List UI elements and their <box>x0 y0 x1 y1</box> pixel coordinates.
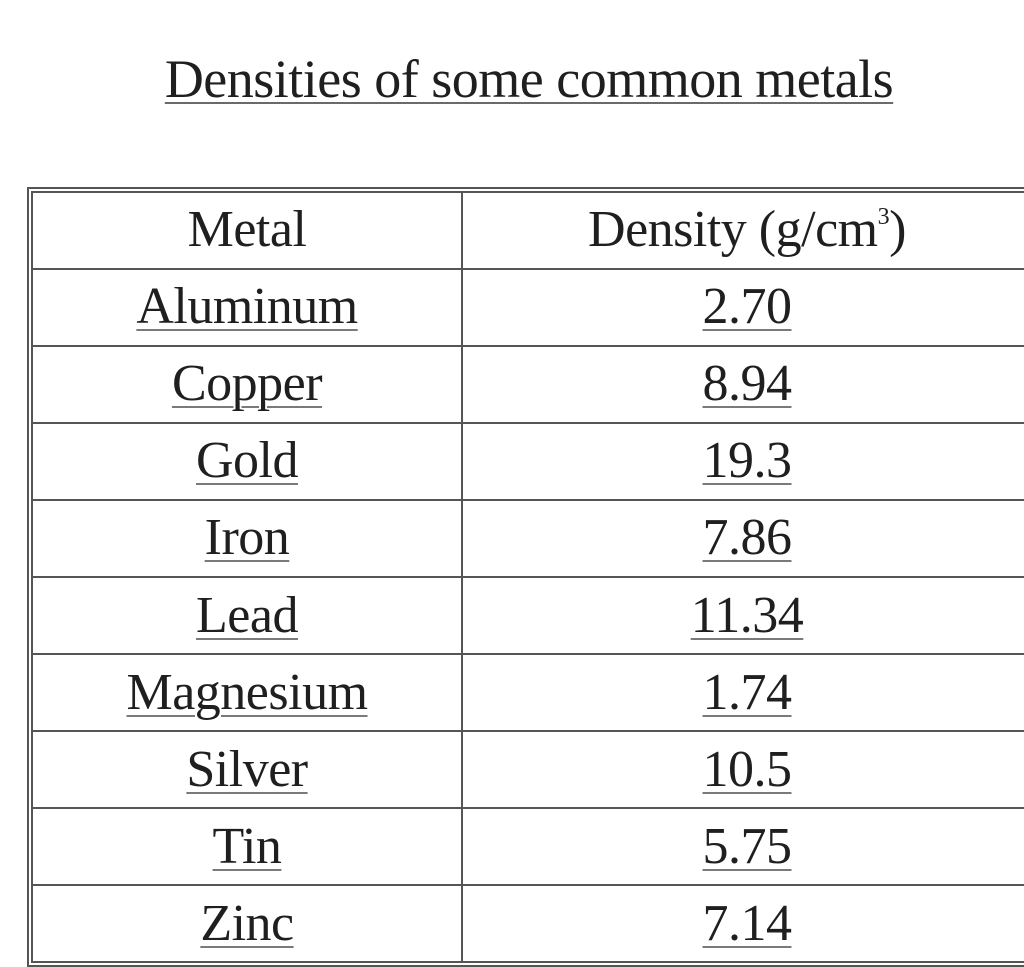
metal-cell: Lead <box>33 575 463 656</box>
metal-name: Aluminum <box>136 278 358 336</box>
table-header-row: Metal Density (g/cm3) <box>33 193 1024 270</box>
density-value: 7.86 <box>702 509 793 567</box>
metal-cell: Gold <box>33 421 463 501</box>
column-header-metal: Metal <box>33 193 463 270</box>
table-row: Lead 11.34 <box>33 575 1024 656</box>
density-value: 11.34 <box>690 586 804 644</box>
metal-name: Magnesium <box>126 663 368 721</box>
metal-name: Silver <box>186 740 308 798</box>
table-row: Zinc 7.14 <box>33 884 1024 961</box>
density-cell: 8.94 <box>461 344 1024 424</box>
density-cell: 11.34 <box>461 575 1024 656</box>
metal-cell: Aluminum <box>33 267 463 347</box>
metal-cell: Tin <box>33 807 463 887</box>
metal-cell: Zinc <box>33 884 463 961</box>
density-cell: 19.3 <box>461 421 1024 501</box>
density-value: 2.70 <box>702 278 793 336</box>
density-value: 8.94 <box>702 355 793 413</box>
metal-name: Copper <box>171 355 323 413</box>
metal-name: Iron <box>204 509 290 567</box>
table-row: Iron 7.86 <box>33 498 1024 578</box>
density-cell: 5.75 <box>461 807 1024 887</box>
page-title-text: Densities of some common metals <box>164 49 894 109</box>
density-value: 5.75 <box>702 817 793 875</box>
density-cell: 1.74 <box>461 653 1024 733</box>
metal-cell: Copper <box>33 344 463 424</box>
table-row: Aluminum 2.70 <box>33 267 1024 347</box>
column-header-density: Density (g/cm3) <box>461 193 1024 270</box>
density-header-superscript: 3 <box>877 204 890 231</box>
density-value: 7.14 <box>702 894 793 952</box>
table-row: Copper 8.94 <box>33 344 1024 424</box>
density-header-suffix: ) <box>889 201 906 259</box>
density-cell: 7.14 <box>461 884 1024 961</box>
metal-name: Zinc <box>200 894 294 952</box>
density-cell: 2.70 <box>461 267 1024 347</box>
table-row: Magnesium 1.74 <box>33 653 1024 733</box>
metal-cell: Iron <box>33 498 463 578</box>
density-value: 19.3 <box>702 432 793 490</box>
table-row: Tin 5.75 <box>33 807 1024 887</box>
page-title: Densities of some common metals <box>0 44 1024 114</box>
density-header-prefix: Density (g/cm <box>588 201 878 259</box>
density-value: 1.74 <box>702 663 793 721</box>
density-value: 10.5 <box>702 740 793 798</box>
density-cell: 10.5 <box>461 730 1024 810</box>
metal-name: Lead <box>196 586 298 644</box>
table-row: Silver 10.5 <box>33 730 1024 810</box>
density-table-frame: Metal Density (g/cm3) Aluminum 2.70 Copp… <box>27 187 1024 967</box>
metal-cell: Silver <box>33 730 463 810</box>
metal-cell: Magnesium <box>33 653 463 733</box>
metal-name: Gold <box>196 432 299 490</box>
density-cell: 7.86 <box>461 498 1024 578</box>
density-table: Metal Density (g/cm3) Aluminum 2.70 Copp… <box>33 193 1024 961</box>
table-row: Gold 19.3 <box>33 421 1024 501</box>
metal-name: Tin <box>212 817 282 875</box>
